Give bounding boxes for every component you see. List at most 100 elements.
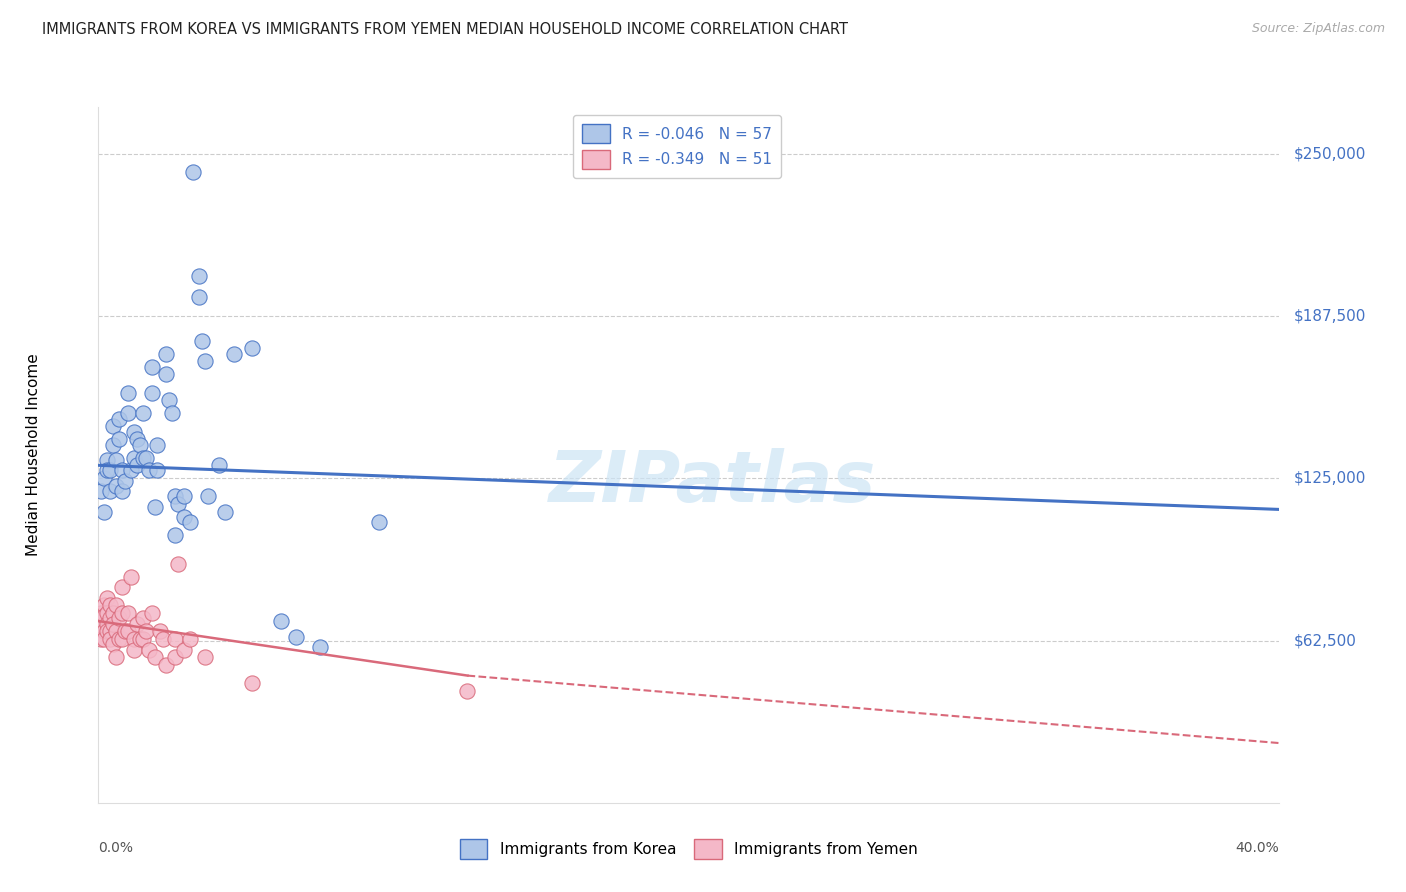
Point bbox=[96, 607, 118, 621]
Point bbox=[309, 640, 332, 654]
Point bbox=[165, 632, 187, 647]
Text: Source: ZipAtlas.com: Source: ZipAtlas.com bbox=[1251, 22, 1385, 36]
Point bbox=[103, 419, 125, 434]
Point bbox=[111, 632, 134, 647]
Point bbox=[128, 632, 150, 647]
Point bbox=[93, 599, 115, 613]
Point bbox=[98, 632, 121, 647]
Point bbox=[122, 642, 145, 657]
Text: IMMIGRANTS FROM KOREA VS IMMIGRANTS FROM YEMEN MEDIAN HOUSEHOLD INCOME CORRELATI: IMMIGRANTS FROM KOREA VS IMMIGRANTS FROM… bbox=[42, 22, 848, 37]
Point bbox=[108, 632, 131, 647]
Point bbox=[122, 425, 145, 439]
Point bbox=[108, 433, 131, 447]
Point bbox=[167, 497, 190, 511]
Point bbox=[125, 616, 148, 631]
Point bbox=[224, 346, 246, 360]
Point bbox=[105, 479, 128, 493]
Point bbox=[93, 632, 115, 647]
Point bbox=[173, 490, 195, 504]
Point bbox=[96, 624, 118, 639]
Point bbox=[125, 458, 148, 473]
Text: Median Household Income: Median Household Income bbox=[25, 353, 41, 557]
Point bbox=[368, 516, 391, 530]
Text: $125,000: $125,000 bbox=[1294, 471, 1365, 486]
Point bbox=[90, 619, 112, 633]
Point bbox=[103, 616, 125, 631]
Point bbox=[93, 608, 115, 623]
Point bbox=[103, 437, 125, 451]
Point bbox=[120, 570, 142, 584]
Point bbox=[98, 611, 121, 625]
Point bbox=[143, 650, 166, 665]
Point bbox=[149, 624, 172, 639]
Point bbox=[162, 406, 183, 420]
Point bbox=[117, 385, 139, 400]
Point bbox=[194, 650, 217, 665]
Point bbox=[187, 289, 209, 303]
Point bbox=[240, 676, 263, 690]
Point bbox=[117, 406, 139, 420]
Text: 40.0%: 40.0% bbox=[1236, 841, 1279, 855]
Point bbox=[93, 624, 115, 639]
Point bbox=[93, 505, 115, 519]
Point bbox=[96, 616, 118, 631]
Point bbox=[240, 342, 263, 356]
Point bbox=[128, 437, 150, 451]
Point bbox=[456, 684, 478, 698]
Point bbox=[155, 658, 177, 673]
Point bbox=[173, 642, 195, 657]
Point bbox=[173, 510, 195, 524]
Point bbox=[90, 632, 112, 647]
Point bbox=[179, 632, 201, 647]
Point bbox=[114, 474, 136, 488]
Point bbox=[98, 484, 121, 499]
Point bbox=[270, 614, 292, 628]
Point bbox=[98, 463, 121, 477]
Point bbox=[93, 471, 115, 485]
Point bbox=[146, 463, 169, 477]
Text: $62,500: $62,500 bbox=[1294, 633, 1357, 648]
Point bbox=[155, 368, 177, 382]
Point bbox=[197, 490, 219, 504]
Point bbox=[111, 463, 134, 477]
Legend: Immigrants from Korea, Immigrants from Yemen: Immigrants from Korea, Immigrants from Y… bbox=[454, 833, 924, 864]
Point bbox=[117, 624, 139, 639]
Point bbox=[108, 411, 131, 425]
Point bbox=[208, 458, 231, 473]
Point bbox=[141, 607, 163, 621]
Point bbox=[141, 359, 163, 374]
Point bbox=[146, 437, 169, 451]
Point bbox=[90, 484, 112, 499]
Point bbox=[96, 453, 118, 467]
Text: $250,000: $250,000 bbox=[1294, 146, 1365, 161]
Point bbox=[90, 607, 112, 621]
Point bbox=[138, 463, 160, 477]
Point bbox=[98, 624, 121, 639]
Point bbox=[155, 346, 177, 360]
Point bbox=[191, 334, 214, 348]
Point bbox=[138, 642, 160, 657]
Point bbox=[194, 354, 217, 368]
Text: ZIPatlas: ZIPatlas bbox=[548, 449, 876, 517]
Point bbox=[152, 632, 174, 647]
Point bbox=[132, 632, 155, 647]
Point bbox=[135, 450, 157, 465]
Point bbox=[125, 433, 148, 447]
Point bbox=[96, 591, 118, 605]
Point bbox=[157, 393, 180, 408]
Point bbox=[132, 611, 155, 625]
Point bbox=[187, 268, 209, 283]
Point bbox=[114, 624, 136, 639]
Text: 0.0%: 0.0% bbox=[98, 841, 134, 855]
Point bbox=[285, 630, 308, 644]
Point bbox=[96, 463, 118, 477]
Point bbox=[120, 463, 142, 477]
Point bbox=[132, 450, 155, 465]
Point bbox=[105, 624, 128, 639]
Point bbox=[103, 637, 125, 651]
Point bbox=[108, 611, 131, 625]
Point bbox=[143, 500, 166, 514]
Point bbox=[103, 607, 125, 621]
Point bbox=[122, 450, 145, 465]
Point bbox=[165, 490, 187, 504]
